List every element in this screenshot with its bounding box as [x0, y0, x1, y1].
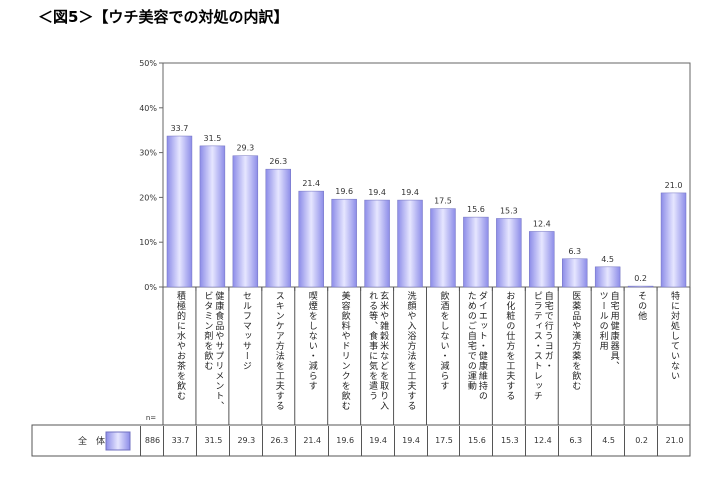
data-label: 0.2	[634, 274, 647, 283]
data-label: 15.3	[500, 206, 518, 215]
bar	[265, 168, 291, 288]
table-border	[31, 424, 691, 457]
bar	[199, 145, 226, 288]
x-tick-label: スキンケア方法を工夫する	[273, 291, 284, 411]
data-label: 19.6	[335, 187, 353, 196]
table-cell: 17.5	[426, 426, 461, 456]
x-tick-label: 飲酒をしない・減らす	[438, 291, 449, 391]
table-cell: 4.5	[591, 426, 625, 456]
y-tick-label: 40%	[139, 104, 157, 113]
n-value: 886	[140, 426, 164, 456]
x-tick-label: 自宅用健康器具、 ツールの利用	[597, 291, 619, 371]
table-cell: 19.4	[393, 426, 428, 456]
table-cell: 15.3	[492, 426, 526, 456]
table-cell: 29.3	[228, 426, 263, 456]
bar	[496, 218, 522, 288]
data-label: 6.3	[568, 247, 581, 256]
bar	[463, 216, 489, 288]
table-cell: 12.4	[525, 426, 559, 456]
table-cell: 21.4	[294, 426, 329, 456]
data-label: 19.4	[368, 188, 386, 197]
x-tick-label: その他	[636, 291, 647, 321]
table-cell: 6.3	[558, 426, 592, 456]
page-title: ＜図5＞【ウチ美容での対処の内訳】	[38, 8, 289, 26]
bar	[430, 208, 456, 288]
table-cell: 21.0	[657, 426, 691, 456]
data-label: 29.3	[236, 144, 254, 153]
x-tick-label: お化粧の仕方を工夫する	[504, 291, 515, 401]
x-tick-label: 喫煙をしない・減らす	[306, 291, 317, 391]
row-label: 全 体	[78, 435, 105, 447]
x-tick-label: 健康食品やサプリメント、 ビタミン剤を飲む	[202, 291, 224, 411]
x-tick-label: 積極的に水やお茶を飲む	[174, 291, 185, 401]
x-tick-label: 自宅で行うヨガ・ ピラティス・ストレッチ	[531, 291, 553, 401]
table-cell: 15.6	[459, 426, 493, 456]
bar	[397, 199, 423, 288]
data-label: 17.5	[434, 197, 452, 206]
x-tick-label: 医薬品や漢方薬を飲む	[570, 291, 581, 391]
y-tick-label: 0%	[144, 283, 157, 292]
x-tick-label: 洗顔や入浴方法を工夫する	[405, 291, 416, 411]
table-cell: 19.6	[327, 426, 362, 456]
bar	[364, 199, 390, 288]
table-cell: 26.3	[261, 426, 296, 456]
bar	[331, 198, 357, 288]
data-label: 4.5	[601, 255, 614, 264]
bar	[298, 190, 324, 288]
bar	[660, 192, 687, 288]
y-tick-label: 10%	[139, 238, 157, 247]
n-label: n=	[146, 414, 156, 422]
data-label: 12.4	[533, 219, 551, 228]
data-label: 31.5	[204, 134, 222, 143]
bar	[232, 155, 259, 288]
x-tick-label: ダイエット・健康維持の ためのご自宅での運動	[465, 291, 487, 401]
y-tick-label: 50%	[139, 59, 157, 68]
legend-swatch	[105, 431, 131, 451]
table-cell: 0.2	[624, 426, 658, 456]
table-cell: 31.5	[195, 426, 230, 456]
data-label: 21.0	[665, 181, 683, 190]
bar	[627, 285, 654, 288]
y-tick-label: 20%	[139, 193, 157, 202]
x-tick-label: 特に対処していない	[669, 291, 680, 381]
x-tick-label: セルフマッサージ	[240, 291, 251, 371]
data-label: 33.7	[171, 124, 189, 133]
data-label: 19.4	[401, 188, 419, 197]
bar	[529, 231, 555, 288]
table-cell: 19.4	[360, 426, 395, 456]
data-label: 15.6	[467, 205, 485, 214]
x-tick-label: 美容飲料やドリンクを飲む	[339, 291, 350, 411]
bar	[562, 258, 588, 288]
bar	[166, 135, 193, 288]
y-tick-label: 30%	[139, 149, 157, 158]
x-tick-label: 玄米や雑穀米などを取り入 れる等、食事に気を遣う	[367, 291, 389, 411]
data-label: 26.3	[269, 157, 287, 166]
data-label: 21.4	[302, 179, 320, 188]
table-cell: 33.7	[163, 426, 197, 456]
bar	[594, 266, 621, 288]
